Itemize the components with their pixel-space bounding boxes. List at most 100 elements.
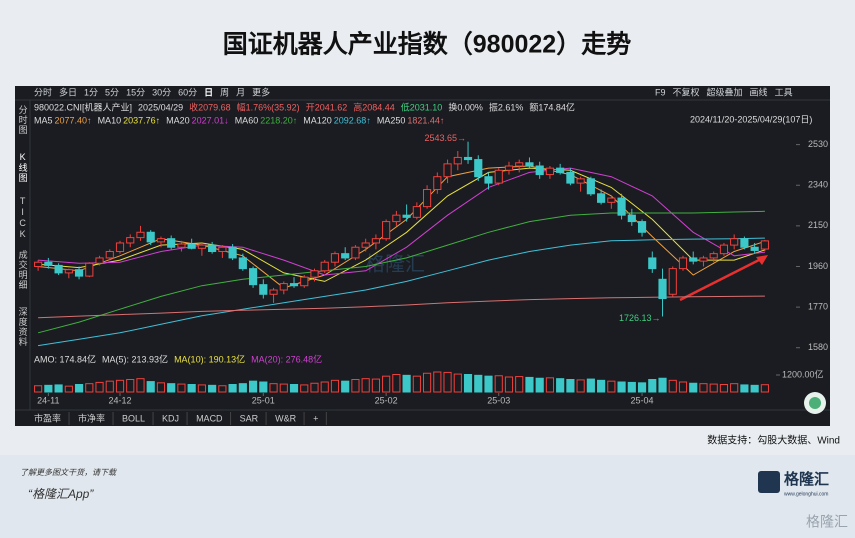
volume-bar xyxy=(668,379,677,393)
volume-bar xyxy=(228,384,237,393)
sidebar-item[interactable]: K线图 xyxy=(18,152,28,183)
volume-bar xyxy=(320,381,329,393)
volume-bar xyxy=(341,380,350,393)
volume-bar xyxy=(556,378,565,393)
x-tick-label: 25-04 xyxy=(631,395,654,405)
y-tick-label: 1200.00亿 xyxy=(782,368,824,379)
y-tick-label: 1960 xyxy=(808,261,828,271)
volume-bar xyxy=(54,384,63,393)
toolbar-item[interactable]: 60分 xyxy=(178,87,197,97)
info-item: 换0.00% xyxy=(448,101,483,112)
candle-body xyxy=(371,238,380,244)
volume-bar xyxy=(443,371,452,393)
sidebar-item[interactable]: 分时图 xyxy=(18,105,28,135)
candle-body xyxy=(34,261,43,267)
volume-bar xyxy=(167,383,176,393)
legend-value: 2218.20↑ xyxy=(260,115,297,125)
volume-bar xyxy=(576,379,585,393)
info-item: 额174.84亿 xyxy=(529,101,575,112)
tab[interactable]: BOLL xyxy=(122,413,145,423)
volume-bar xyxy=(494,375,503,393)
toolbar-item[interactable]: 月 xyxy=(236,87,245,97)
candle-body xyxy=(709,253,718,259)
logo-box xyxy=(758,471,780,493)
toolbar-item[interactable]: 30分 xyxy=(152,87,171,97)
volume-label: MA(20): 276.48亿 xyxy=(251,353,322,364)
volume-bar xyxy=(730,383,739,393)
volume-bar xyxy=(617,381,626,393)
x-tick-label: 24-11 xyxy=(37,395,59,405)
volume-bar xyxy=(361,378,370,393)
toolbar-item[interactable]: 更多 xyxy=(252,86,270,97)
toolbar-item[interactable]: 周 xyxy=(220,87,229,97)
date-range: 2024/11/20-2025/04/29(107日) xyxy=(690,114,812,124)
volume-bar xyxy=(382,375,391,393)
volume-label: MA(10): 190.13亿 xyxy=(174,353,245,364)
volume-bar xyxy=(248,380,258,393)
tab[interactable]: + xyxy=(313,413,318,423)
toolbar-item[interactable]: F9 xyxy=(655,87,666,97)
volume-bar xyxy=(504,376,514,393)
volume-bar xyxy=(44,384,53,393)
legend-value: 2037.76↑ xyxy=(123,115,160,125)
tab[interactable]: 市盈率 xyxy=(34,412,61,423)
volume-bar xyxy=(474,374,483,393)
candle-body xyxy=(228,246,237,259)
volume-bar xyxy=(597,379,606,393)
watermark: 格隆汇 xyxy=(365,252,425,275)
candle-body xyxy=(535,165,544,176)
sidebar-item[interactable]: 成交明细 xyxy=(18,249,28,290)
y-tick-label: 1770 xyxy=(808,301,828,311)
logo-url: www.gelonghui.com xyxy=(784,491,828,497)
toolbar-item[interactable]: 15分 xyxy=(126,87,145,97)
tab[interactable]: KDJ xyxy=(162,413,179,423)
candle-body xyxy=(463,156,473,161)
toolbar-item[interactable]: 工具 xyxy=(775,87,793,97)
candle-body xyxy=(177,243,186,248)
volume-bar xyxy=(64,385,73,393)
tab[interactable]: MACD xyxy=(196,413,223,423)
candle-body xyxy=(648,257,657,270)
tab[interactable]: SAR xyxy=(240,413,259,423)
volume-bar xyxy=(197,384,206,393)
volume-label: AMO: 174.84亿 xyxy=(34,353,96,364)
candle-body xyxy=(515,162,524,167)
candle-body xyxy=(289,283,299,287)
legend-name: MA120 xyxy=(303,115,332,125)
volume-bar xyxy=(156,382,166,393)
legend-value: 2027.01↓ xyxy=(192,115,229,125)
sidebar-item[interactable]: TICK xyxy=(18,196,28,240)
toolbar-item[interactable]: 日 xyxy=(204,87,213,97)
volume-bar xyxy=(402,374,411,393)
legend-value: 1821.44↑ xyxy=(407,115,444,125)
candle-body xyxy=(44,261,53,266)
toolbar-item[interactable]: 分时 xyxy=(34,86,52,97)
toolbar-item[interactable]: 5分 xyxy=(105,87,119,97)
toolbar-item[interactable]: 画线 xyxy=(750,86,768,97)
volume-bar xyxy=(85,383,94,393)
candle-body xyxy=(443,163,452,178)
annotation: 2543.65→ xyxy=(424,133,466,143)
x-tick-label: 25-01 xyxy=(252,395,275,405)
candle-body xyxy=(494,169,503,184)
legend-name: MA250 xyxy=(377,115,406,125)
tab[interactable]: 市净率 xyxy=(78,412,105,423)
candle-body xyxy=(750,246,759,251)
candle-body xyxy=(95,257,104,264)
y-tick-label: 2150 xyxy=(808,220,828,230)
toolbar-item[interactable]: 不复权 xyxy=(673,86,700,97)
candle-body xyxy=(412,206,421,218)
candle-body xyxy=(525,162,534,167)
app-icon-dot xyxy=(809,397,821,409)
sidebar-item[interactable]: 深度资料 xyxy=(18,307,28,347)
corner-watermark: 格隆汇 xyxy=(806,514,848,530)
ma-line xyxy=(38,237,765,347)
toolbar-item[interactable]: 超级叠加 xyxy=(707,86,743,97)
toolbar-item[interactable]: 多日 xyxy=(59,86,77,97)
toolbar-item[interactable]: 1分 xyxy=(84,87,98,97)
volume-bar xyxy=(218,385,227,393)
candle-body xyxy=(238,257,247,270)
tab[interactable]: W&R xyxy=(275,413,296,423)
volume-bar xyxy=(392,374,401,393)
